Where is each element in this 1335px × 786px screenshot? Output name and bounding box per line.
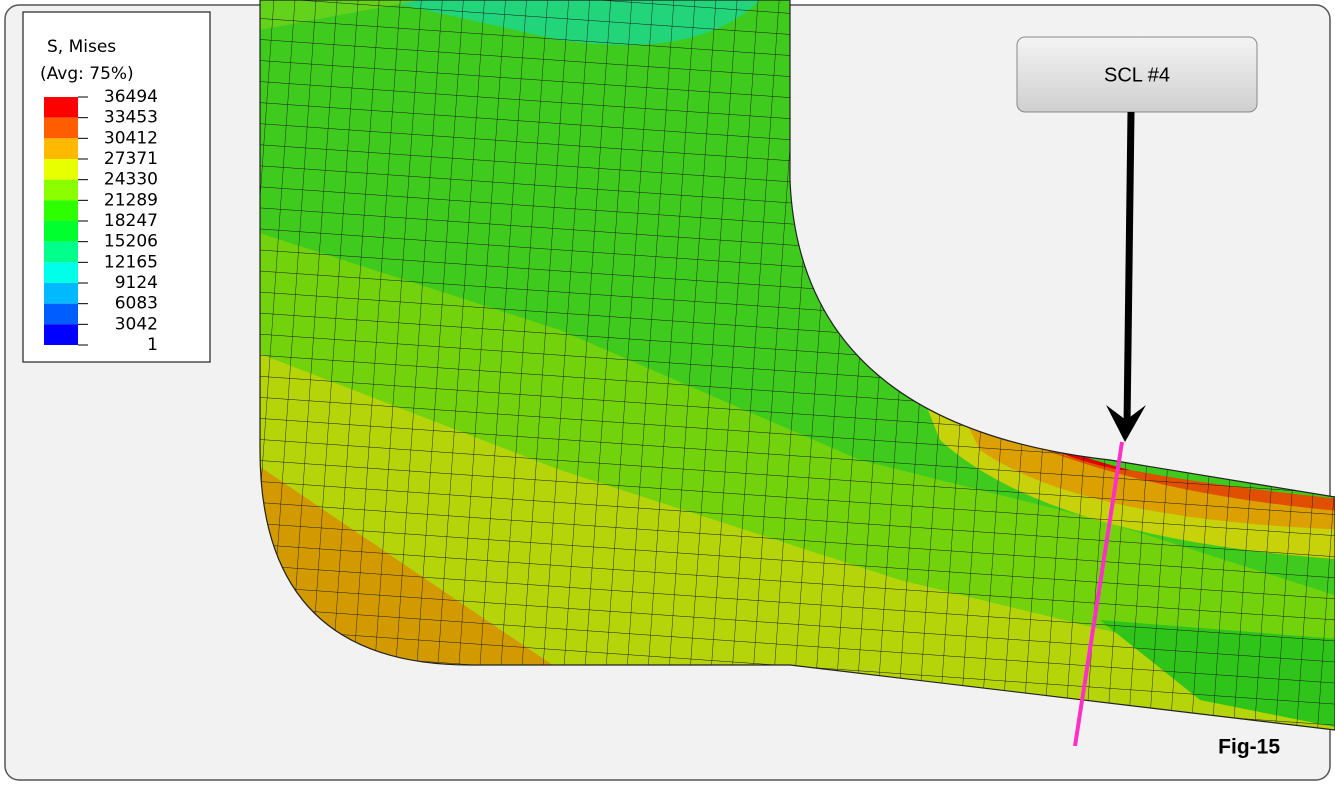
legend-swatch [44, 200, 78, 221]
legend-swatch [44, 324, 78, 345]
legend-value: 9124 [115, 273, 158, 293]
legend-swatch [44, 304, 78, 325]
legend-value: 3042 [115, 314, 158, 334]
figure-label: Fig-15 [1218, 736, 1280, 759]
callout-arrow [1127, 112, 1131, 425]
legend-value: 15206 [104, 232, 158, 252]
callout-label: SCL #4 [1104, 64, 1170, 86]
legend-value: 6083 [115, 294, 158, 314]
legend-swatch [44, 242, 78, 263]
legend-subtitle: (Avg: 75%) [40, 64, 134, 84]
legend-swatch [44, 180, 78, 201]
legend-swatch [44, 262, 78, 283]
legend-swatch [44, 283, 78, 304]
legend-value: 1 [147, 335, 158, 355]
legend-value: 12165 [104, 252, 158, 272]
page: S, Mises (Avg: 75%) 36494334533041227371… [0, 0, 1335, 786]
legend-title: S, Mises [47, 37, 116, 57]
legend-value: 18247 [104, 211, 158, 231]
legend-swatch [44, 118, 78, 139]
legend-swatch [44, 97, 78, 118]
legend-value: 36494 [104, 87, 158, 107]
legend-swatch [44, 221, 78, 242]
legend-value: 24330 [104, 170, 158, 190]
legend-value: 21289 [104, 190, 158, 210]
legend-value: 30412 [104, 128, 158, 148]
legend-swatch [44, 159, 78, 180]
legend-value: 33453 [104, 108, 158, 128]
legend-swatch [44, 138, 78, 159]
legend-value: 27371 [104, 149, 158, 169]
viewport: S, Mises (Avg: 75%) 36494334533041227371… [0, 0, 1335, 786]
